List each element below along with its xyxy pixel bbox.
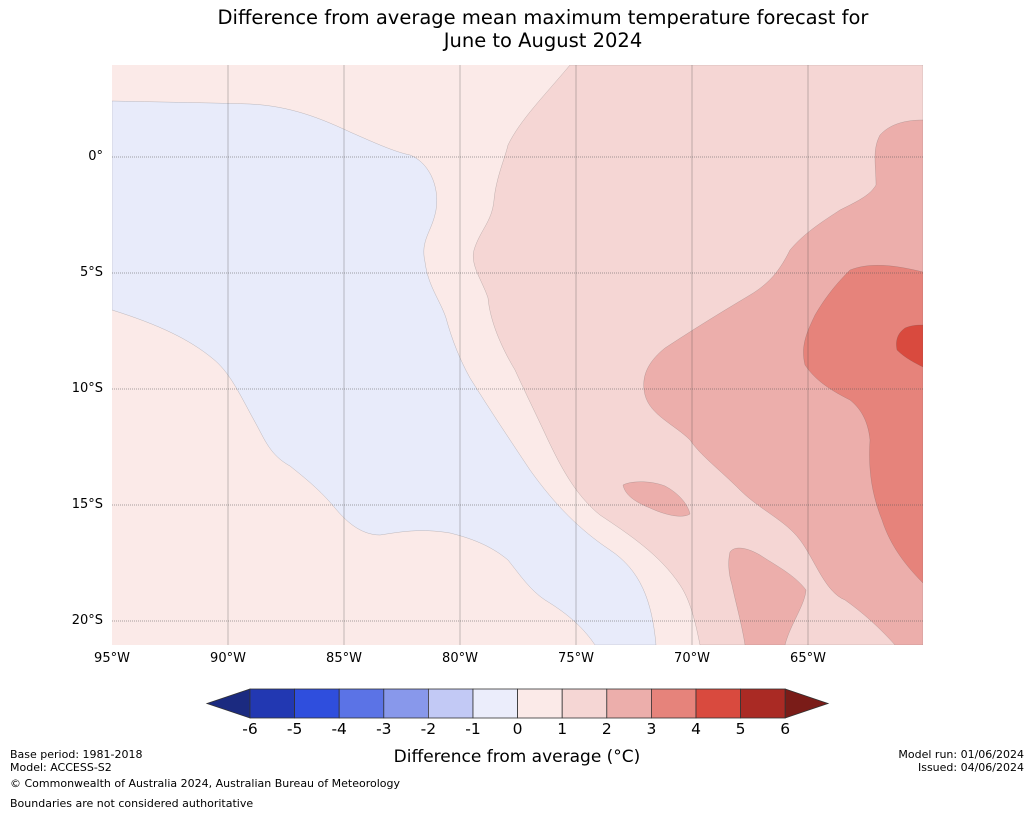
lat-label-5s: 5°S — [79, 265, 103, 280]
colorbar-tick: 0 — [512, 720, 523, 738]
anomaly-band-2-3 — [643, 119, 923, 645]
colorbar-tick: 4 — [691, 720, 701, 738]
colorbar-segment — [338, 688, 385, 719]
colorbar-segment — [695, 688, 741, 719]
footer-issued: Issued: 04/06/2024 — [917, 761, 1024, 774]
anomaly-band-4-5 — [896, 324, 923, 368]
colorbar-segment — [472, 688, 518, 719]
footer-model-run: Model run: 01/06/2024 — [898, 748, 1024, 761]
colorbar-tick: -3 — [376, 720, 392, 738]
colorbar-segment — [294, 688, 340, 719]
anomaly-band-3-4 — [803, 264, 923, 584]
colorbar-segment — [517, 688, 563, 719]
lat-label-10s: 10°S — [71, 381, 103, 396]
colorbar-tick: 6 — [780, 720, 791, 738]
map-panel — [112, 65, 923, 645]
colorbar-segment — [606, 688, 652, 719]
colorbar-tick: -6 — [242, 720, 258, 738]
lat-label-20s: 20°S — [71, 613, 103, 628]
colorbar-tick: 2 — [601, 720, 612, 738]
anomaly-band-minus1-0 — [112, 100, 657, 645]
colorbar-tick: -2 — [420, 720, 437, 738]
lon-label-80w: 80°W — [442, 651, 478, 666]
lon-label-70w: 70°W — [674, 651, 710, 666]
lon-label-85w: 85°W — [326, 651, 362, 666]
colorbar-segment — [427, 688, 474, 719]
map-title-line2: June to August 2024 — [443, 29, 643, 52]
lon-label-90w: 90°W — [210, 651, 246, 666]
map-title-line1: Difference from average mean maximum tem… — [217, 6, 869, 29]
footer-model: Model: ACCESS-S2 — [10, 761, 112, 774]
footer-boundaries: Boundaries are not considered authoritat… — [10, 797, 254, 810]
colorbar-extend-low — [205, 688, 251, 719]
colorbar-segment — [651, 688, 697, 719]
colorbar-segment — [383, 688, 429, 719]
colorbar — [205, 688, 830, 719]
lon-label-65w: 65°W — [790, 651, 826, 666]
anomaly-band-2-3-patch-a — [622, 481, 691, 517]
colorbar-label: Difference from average (°C) — [393, 747, 641, 767]
colorbar-segment — [740, 688, 786, 719]
lon-label-75w: 75°W — [558, 651, 594, 666]
lon-label-95w: 95°W — [94, 651, 130, 666]
colorbar-segment — [561, 688, 608, 719]
footer-copyright: © Commonwealth of Australia 2024, Austra… — [10, 777, 400, 790]
colorbar-extend-high — [784, 688, 830, 719]
colorbar-tick: 3 — [646, 720, 657, 738]
footer-base-period: Base period: 1981-2018 — [10, 748, 143, 761]
colorbar-segment — [249, 688, 295, 719]
map-title: Difference from average mean maximum tem… — [0, 6, 1035, 52]
colorbar-tick: 1 — [557, 720, 568, 738]
colorbar-tick: -4 — [331, 720, 347, 738]
lat-label-15s: 15°S — [71, 497, 103, 512]
colorbar-tick: -1 — [465, 720, 481, 738]
lat-label-0: 0° — [88, 149, 103, 164]
map-gridlines — [227, 65, 809, 645]
colorbar-tick: -5 — [286, 720, 303, 738]
colorbar-tick: 5 — [735, 720, 746, 738]
